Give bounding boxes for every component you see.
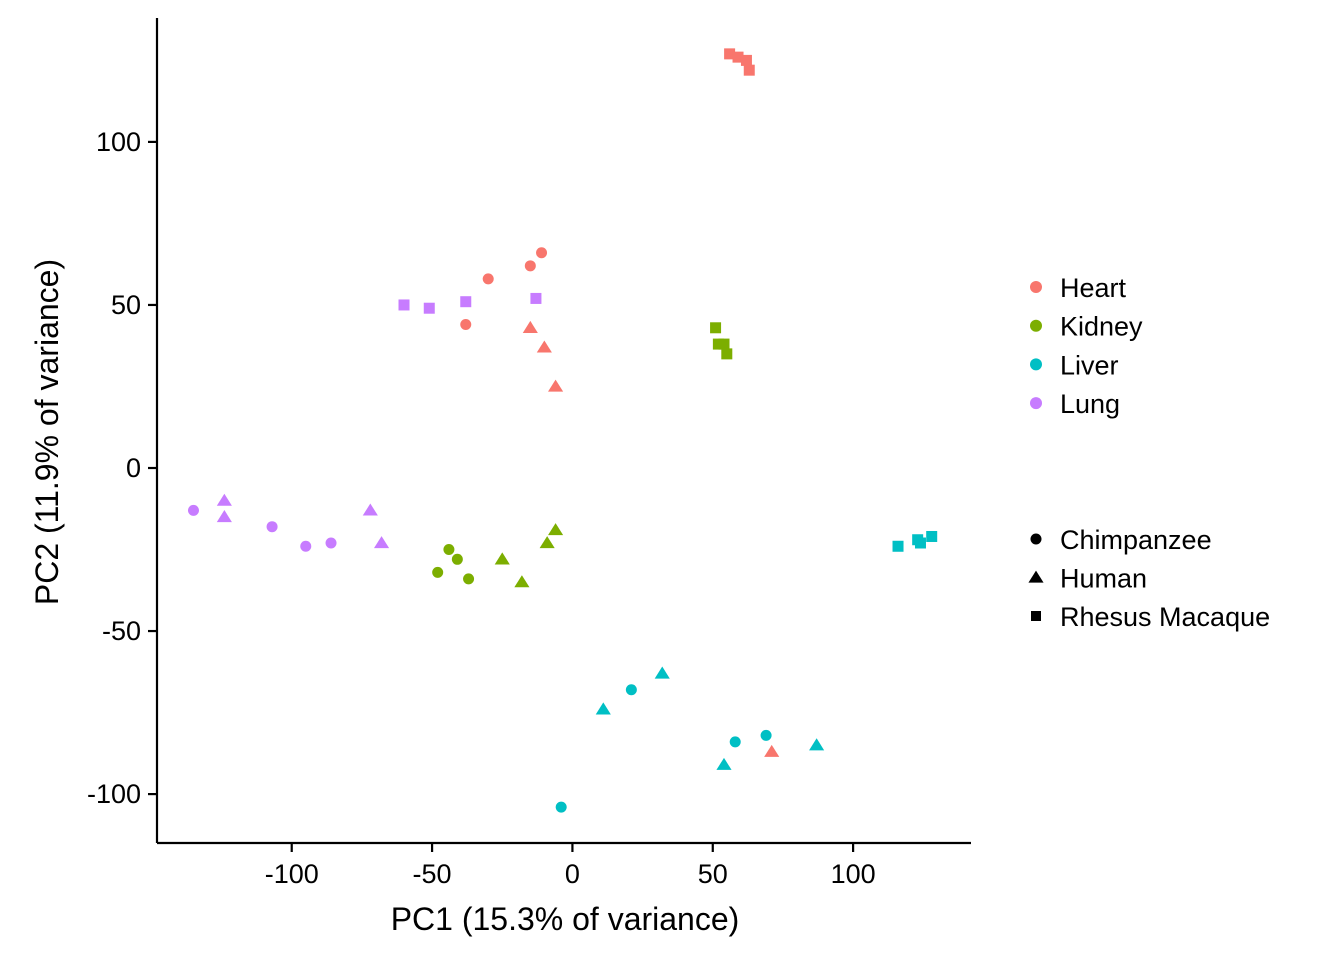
data-point: [729, 736, 741, 748]
data-point: [536, 247, 548, 259]
data-point: [764, 744, 780, 757]
data-point: [524, 260, 536, 272]
legend-key-triangle: [1028, 570, 1044, 583]
data-point: [216, 510, 232, 523]
data-point: [300, 540, 312, 552]
data-point: [432, 566, 444, 578]
legend-item-human: Human: [1028, 564, 1147, 594]
data-point: [710, 322, 722, 334]
y-axis-ticks: -100 -50 0 50 100: [87, 127, 157, 809]
legend-item-rhesus-macaque: Rhesus Macaque: [1031, 602, 1270, 632]
legend-label: Chimpanzee: [1060, 525, 1212, 555]
x-tick-label: 50: [698, 859, 728, 889]
data-point: [482, 273, 494, 285]
data-point: [625, 684, 637, 696]
y-tick-label: 50: [111, 290, 141, 320]
x-axis-ticks: -100 -50 0 50 100: [265, 843, 876, 889]
data-point: [548, 379, 564, 392]
data-point: [460, 319, 472, 331]
data-point: [548, 523, 564, 536]
legend-item-chimpanzee: Chimpanzee: [1030, 525, 1212, 555]
legend-item-lung: Lung: [1030, 389, 1120, 419]
data-point: [716, 757, 732, 770]
data-point: [530, 292, 542, 304]
data-point: [914, 537, 926, 549]
y-tick-label: -50: [102, 616, 141, 646]
legend-key-circle: [1030, 358, 1042, 371]
data-point: [724, 48, 736, 60]
x-axis-title: PC1 (15.3% of variance): [391, 901, 740, 937]
data-point: [926, 530, 938, 542]
y-tick-label: 100: [96, 127, 141, 157]
legend-key-square: [1031, 611, 1041, 621]
legend-item-kidney: Kidney: [1030, 312, 1143, 342]
data-point: [654, 666, 670, 679]
data-point: [536, 340, 552, 353]
data-point: [522, 320, 538, 333]
data-point: [721, 348, 733, 360]
data-point: [555, 801, 567, 813]
data-point: [718, 338, 730, 350]
legend-label: Liver: [1060, 350, 1119, 380]
data-point: [451, 553, 463, 565]
data-point: [463, 573, 475, 585]
data-points: [187, 48, 938, 813]
legend-key-circle: [1030, 533, 1042, 545]
legend-label: Human: [1060, 564, 1147, 594]
x-tick-label: -50: [413, 859, 452, 889]
data-point: [216, 493, 232, 506]
legend-key-circle: [1030, 397, 1042, 410]
data-point: [325, 537, 337, 549]
data-point: [809, 738, 825, 751]
data-point: [740, 54, 752, 66]
legend-label: Rhesus Macaque: [1060, 602, 1270, 632]
legend-label: Heart: [1060, 273, 1127, 303]
legend-label: Kidney: [1060, 312, 1143, 342]
data-point: [362, 503, 378, 516]
data-point: [460, 296, 472, 308]
data-point: [443, 544, 455, 556]
data-point: [494, 552, 510, 565]
plot-area: [187, 48, 938, 813]
x-tick-label: 0: [565, 859, 580, 889]
x-tick-label: 100: [831, 859, 876, 889]
data-point: [398, 299, 410, 311]
y-axis-title: PC2 (11.9% of variance): [29, 259, 65, 605]
species-legend: Chimpanzee Human Rhesus Macaque: [1028, 525, 1270, 632]
data-point: [373, 536, 390, 549]
legend-item-liver: Liver: [1030, 350, 1119, 380]
data-point: [712, 338, 724, 350]
data-point: [892, 540, 904, 552]
x-tick-label: -100: [265, 859, 319, 889]
data-point: [760, 729, 772, 741]
data-point: [743, 64, 755, 76]
data-point: [595, 702, 611, 715]
tissue-legend: Heart Kidney Liver Lung: [1030, 273, 1143, 419]
y-tick-label: 0: [126, 453, 141, 483]
legend-item-heart: Heart: [1030, 273, 1127, 303]
data-point: [266, 521, 278, 533]
data-point: [423, 302, 435, 314]
legend-label: Lung: [1060, 389, 1120, 419]
legend-key-circle: [1030, 319, 1042, 332]
y-tick-label: -100: [87, 779, 141, 809]
data-point: [539, 536, 555, 549]
legend-key-circle: [1030, 281, 1042, 293]
data-point: [732, 51, 744, 63]
data-point: [187, 504, 199, 516]
data-point: [514, 575, 530, 588]
